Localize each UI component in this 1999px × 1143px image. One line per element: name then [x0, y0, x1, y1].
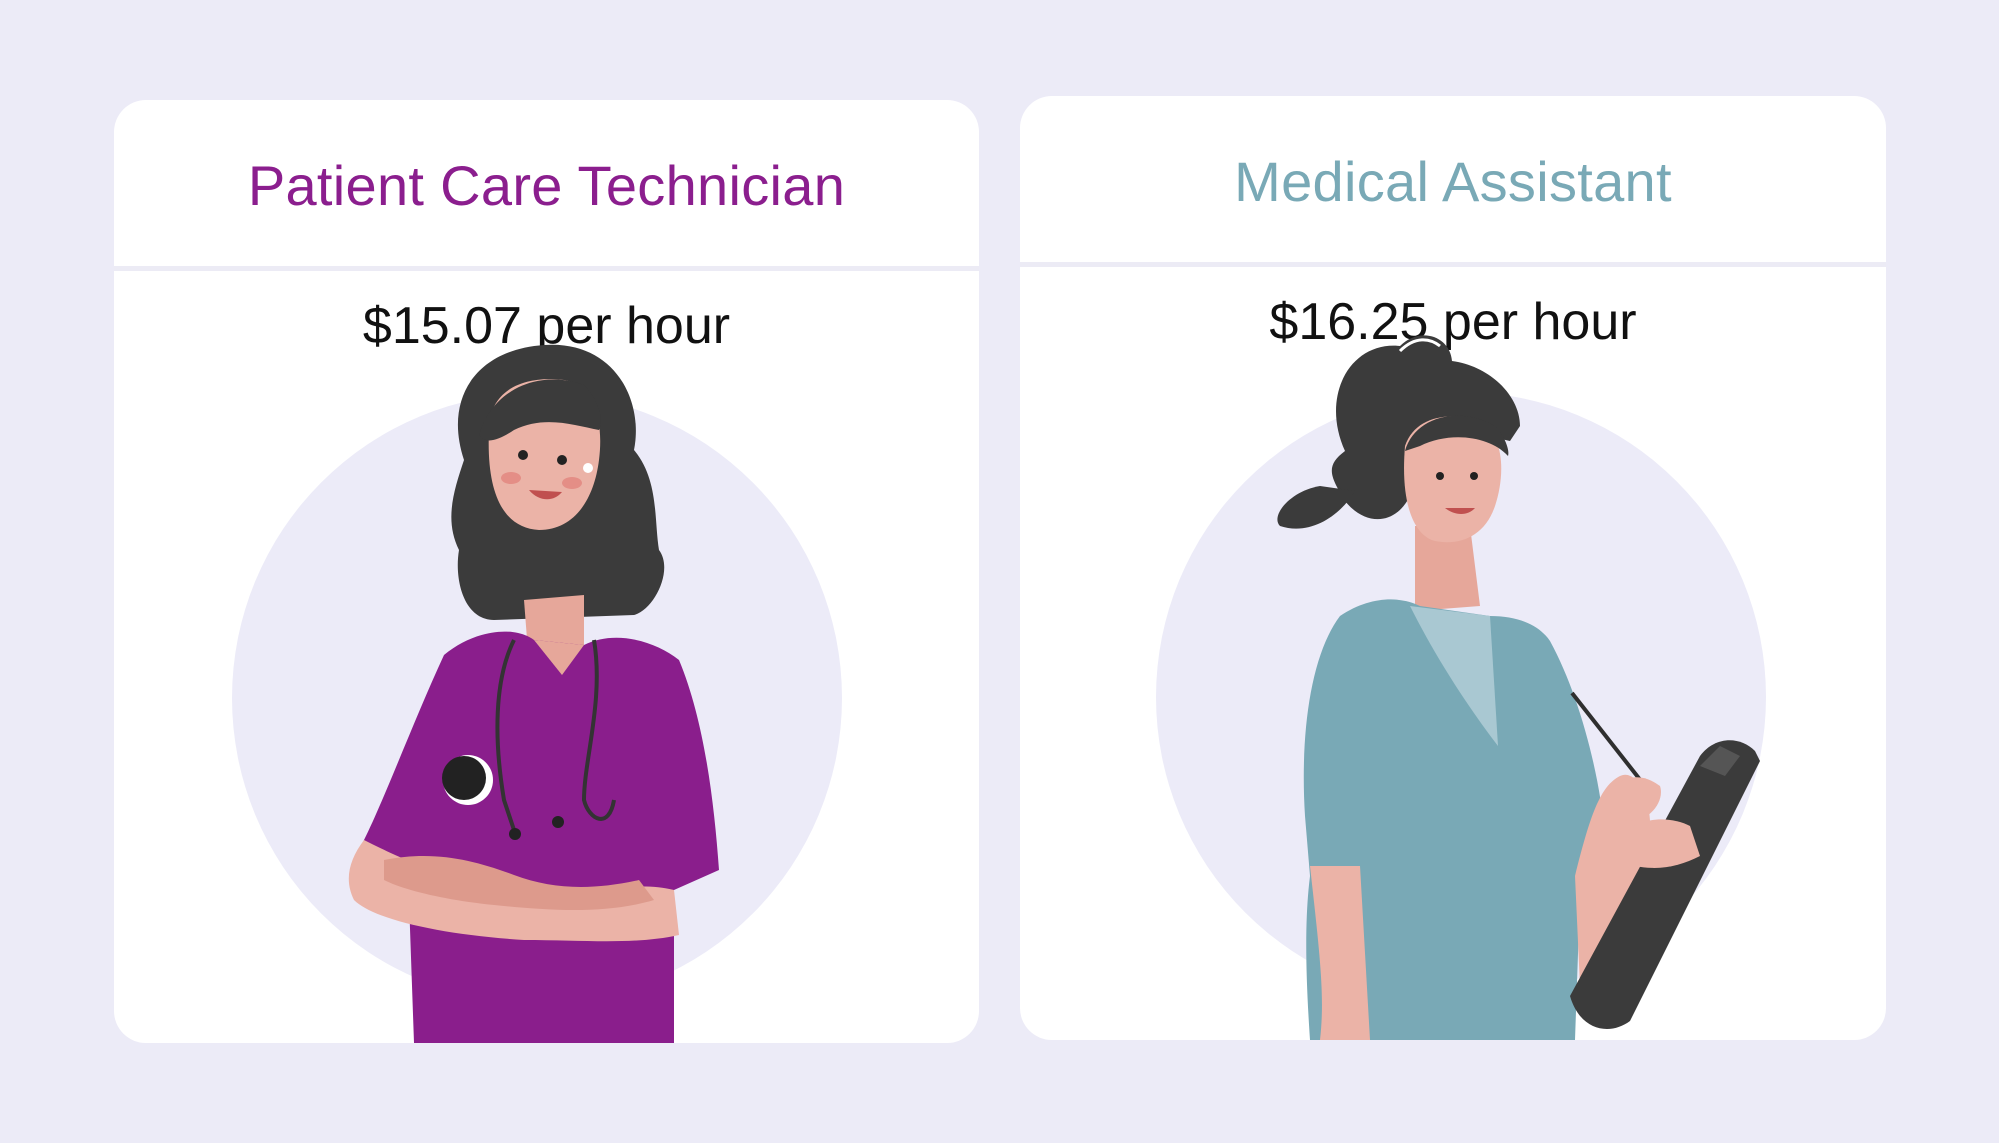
patient-care-technician-card: Patient Care Technician $15.07 per hour [114, 100, 979, 1043]
assistant-with-clipboard-illustration [1277, 335, 1760, 1040]
medical-assistant-card: Medical Assistant $16.25 per hour [1020, 96, 1886, 1040]
nurse-with-stethoscope-illustration [348, 344, 719, 1043]
card-title: Patient Care Technician [247, 153, 846, 217]
card-title: Medical Assistant [1234, 149, 1672, 213]
card-divider [114, 266, 979, 271]
hourly-rate: $16.25 per hour [1269, 293, 1637, 351]
card-divider [1020, 262, 1886, 267]
